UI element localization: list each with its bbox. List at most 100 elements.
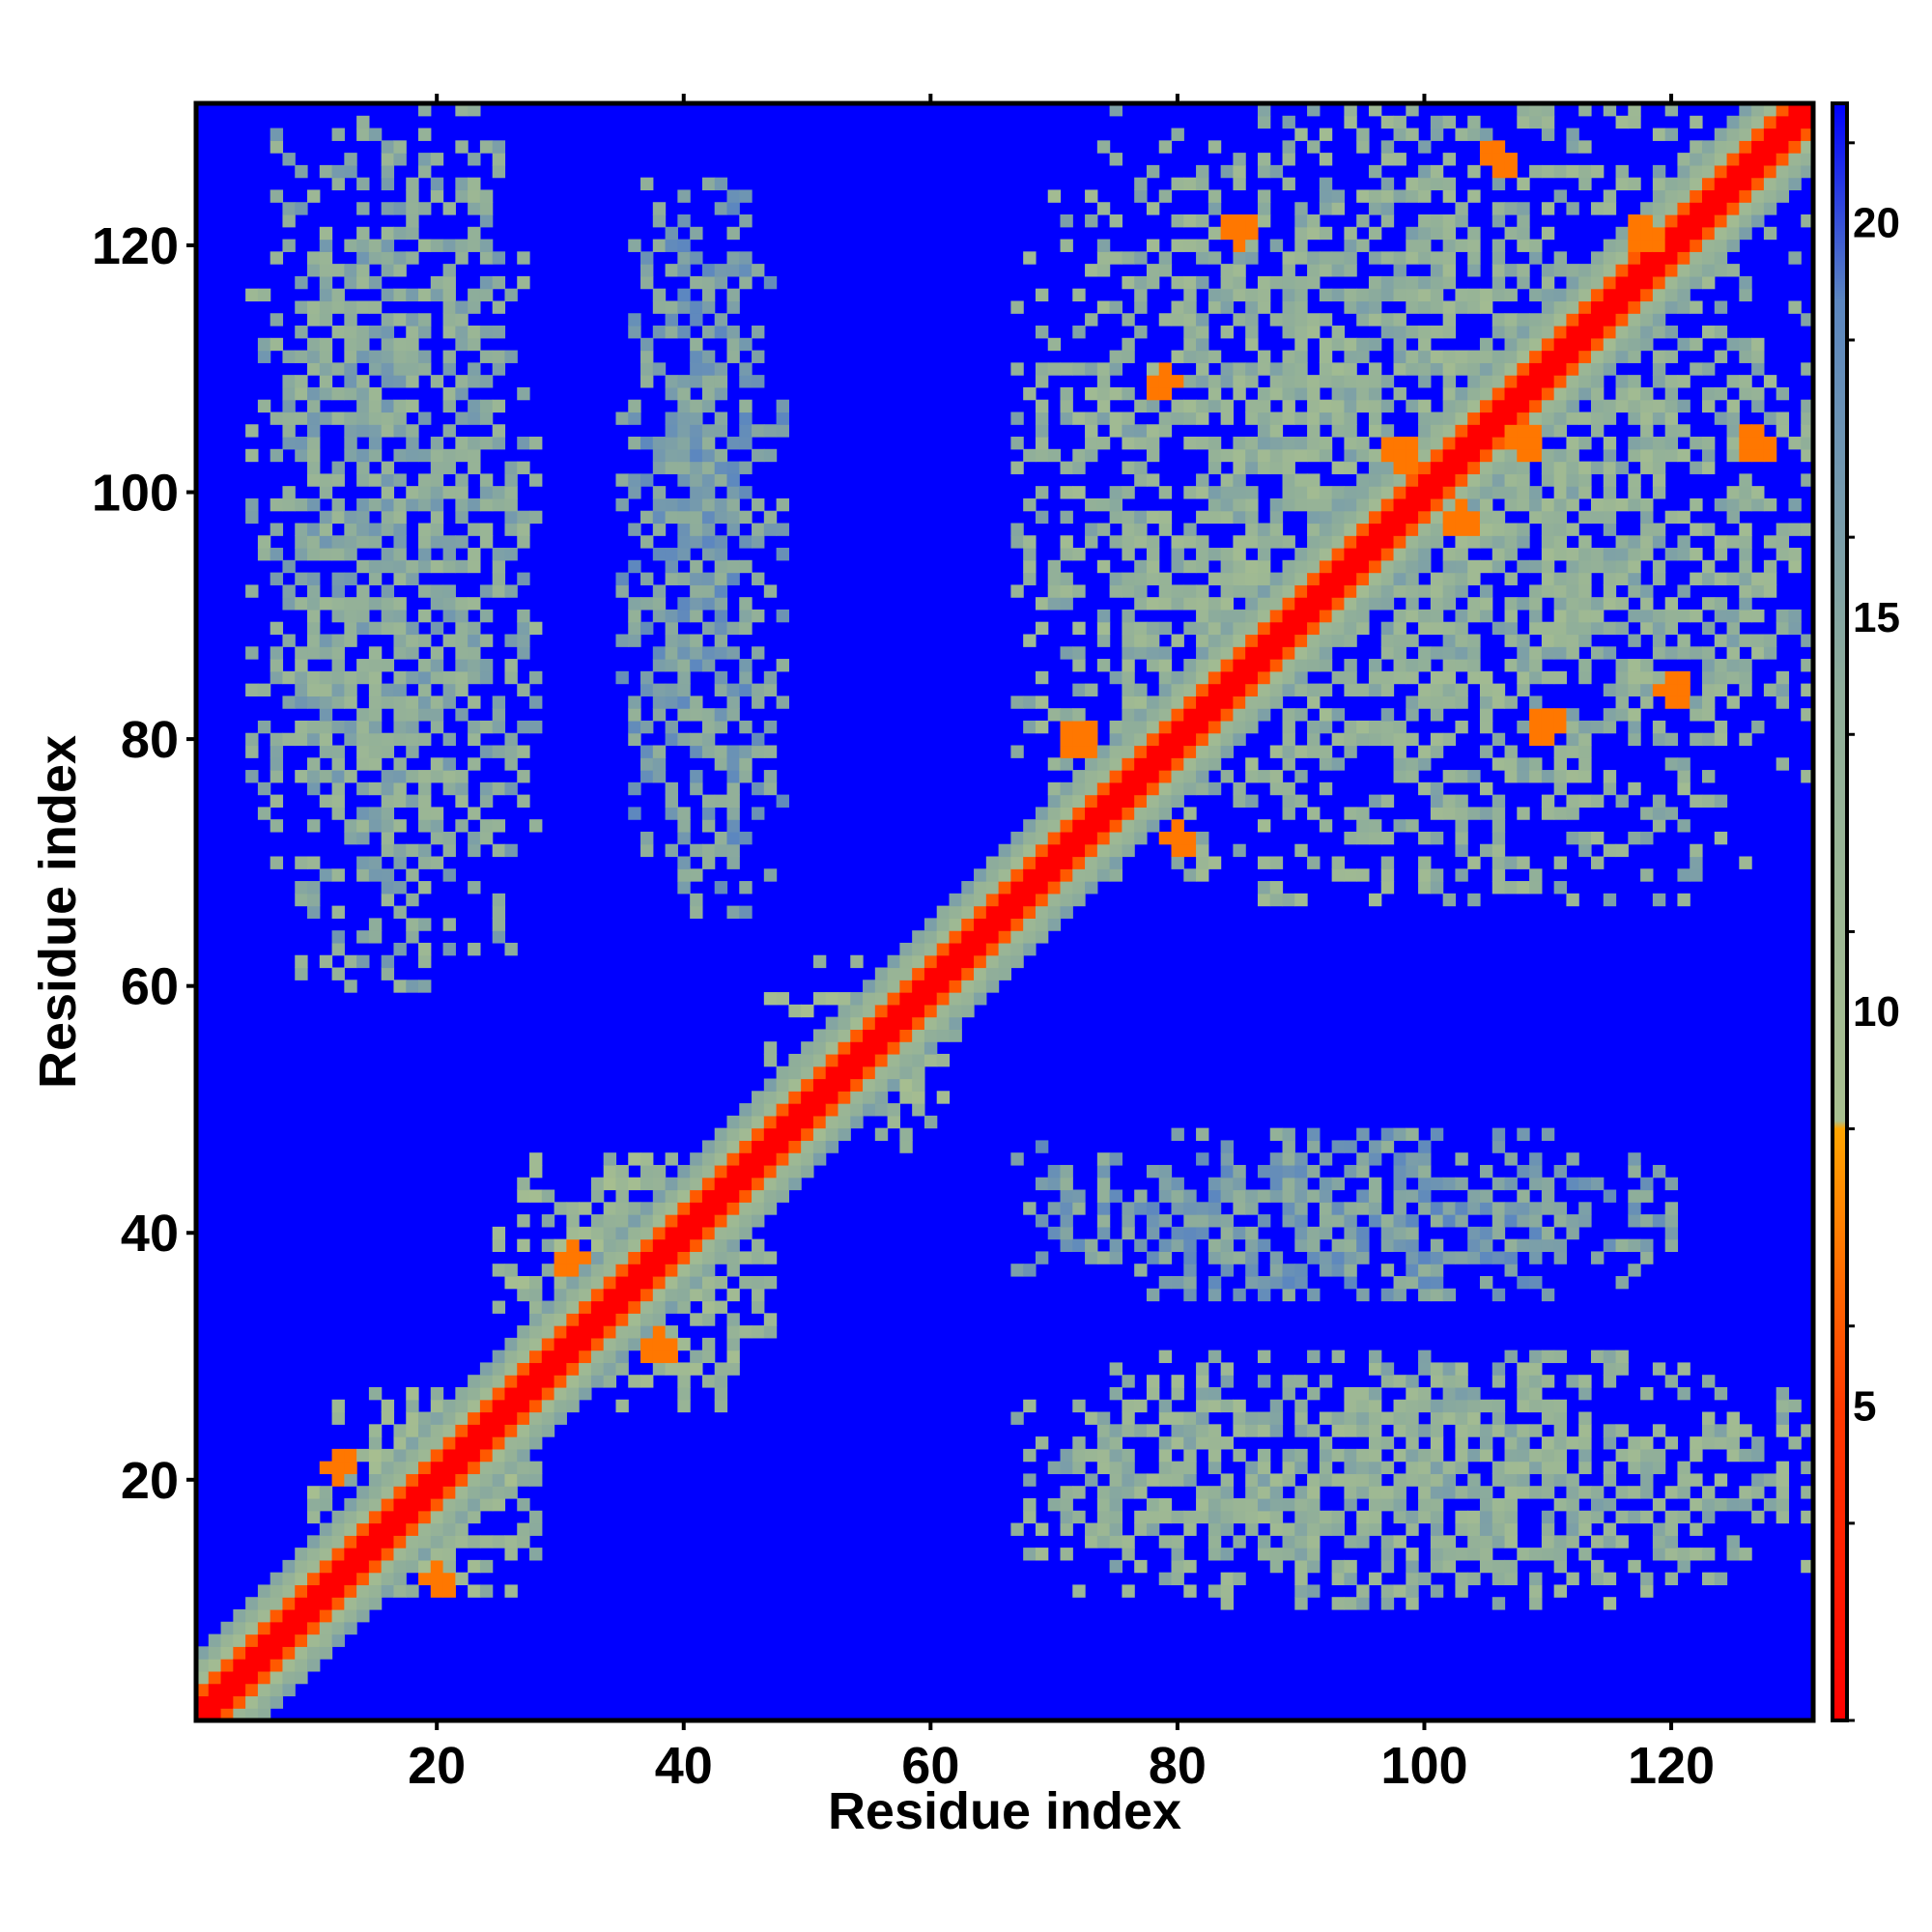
heatmap-cell bbox=[1467, 1473, 1481, 1487]
heatmap-cell bbox=[1023, 843, 1037, 858]
heatmap-cell bbox=[1220, 1522, 1235, 1536]
heatmap-cell bbox=[714, 1189, 728, 1203]
heatmap-cell bbox=[492, 708, 506, 722]
heatmap-cell bbox=[640, 831, 654, 845]
heatmap-cell bbox=[1158, 140, 1173, 154]
heatmap-cell bbox=[1146, 386, 1160, 401]
heatmap-cell bbox=[1628, 313, 1641, 327]
heatmap-cell bbox=[1406, 634, 1419, 647]
heatmap-cell bbox=[665, 1189, 678, 1203]
heatmap-cell bbox=[1504, 609, 1518, 623]
heatmap-cell bbox=[1615, 264, 1629, 277]
heatmap-cell bbox=[1368, 288, 1382, 302]
heatmap-cell bbox=[270, 1659, 284, 1672]
heatmap-cell bbox=[1220, 1264, 1235, 1277]
heatmap-cell bbox=[1529, 1177, 1543, 1191]
heatmap-cell bbox=[295, 1659, 308, 1672]
heatmap-cell bbox=[1690, 226, 1703, 241]
heatmap-cell bbox=[1047, 757, 1062, 771]
heatmap-cell bbox=[1603, 473, 1617, 487]
heatmap-cell bbox=[1504, 1473, 1518, 1487]
heatmap-cell bbox=[1269, 770, 1284, 783]
heatmap-cell bbox=[393, 708, 407, 722]
heatmap-cell bbox=[714, 535, 728, 549]
heatmap-cell bbox=[1047, 856, 1062, 869]
heatmap-cell bbox=[1294, 251, 1308, 265]
heatmap-cell bbox=[1183, 313, 1197, 327]
heatmap-cell bbox=[1294, 1584, 1308, 1598]
heatmap-cell bbox=[677, 412, 691, 425]
heatmap-cell bbox=[801, 1152, 814, 1166]
heatmap-cell bbox=[726, 1251, 740, 1264]
heatmap-cell bbox=[665, 1251, 678, 1264]
heatmap-cell bbox=[1566, 275, 1579, 290]
heatmap-cell bbox=[701, 461, 716, 474]
heatmap-cell bbox=[1541, 1189, 1555, 1203]
heatmap-cell bbox=[1479, 486, 1493, 499]
heatmap-cell bbox=[1307, 1350, 1321, 1364]
heatmap-cell bbox=[1541, 288, 1555, 302]
heatmap-cell bbox=[468, 437, 481, 450]
heatmap-cell bbox=[381, 313, 395, 327]
heatmap-cell bbox=[1652, 559, 1666, 574]
heatmap-cell bbox=[690, 226, 703, 241]
heatmap-cell bbox=[1183, 621, 1197, 636]
heatmap-cell bbox=[1541, 473, 1555, 487]
heatmap-cell bbox=[406, 1399, 419, 1413]
heatmap-cell bbox=[1517, 337, 1530, 352]
heatmap-cell bbox=[739, 275, 753, 290]
heatmap-cell bbox=[579, 1288, 592, 1302]
heatmap-cell bbox=[763, 1078, 778, 1092]
heatmap-cell bbox=[344, 548, 357, 561]
heatmap-cell bbox=[1553, 386, 1568, 401]
heatmap-cell bbox=[1664, 399, 1679, 413]
heatmap-cell bbox=[529, 1337, 543, 1351]
heatmap-cell bbox=[381, 954, 395, 969]
heatmap-cell bbox=[776, 1164, 789, 1179]
heatmap-cell bbox=[430, 646, 444, 660]
heatmap-cell bbox=[1035, 412, 1049, 425]
heatmap-cell bbox=[1418, 1164, 1432, 1179]
heatmap-cell bbox=[1331, 548, 1346, 561]
heatmap-cell bbox=[1492, 548, 1506, 561]
heatmap-cell bbox=[1245, 572, 1259, 585]
heatmap-cell bbox=[1122, 634, 1135, 647]
heatmap-cell bbox=[344, 239, 357, 252]
heatmap-cell bbox=[566, 1288, 580, 1302]
heatmap-cell bbox=[492, 720, 506, 734]
heatmap-cell bbox=[1096, 1486, 1111, 1499]
heatmap-cell bbox=[726, 1362, 740, 1376]
heatmap-cell bbox=[677, 497, 691, 512]
heatmap-cell bbox=[1393, 115, 1406, 129]
heatmap-cell bbox=[418, 412, 432, 425]
heatmap-cell bbox=[1590, 497, 1605, 512]
heatmap-cell bbox=[1196, 473, 1209, 487]
heatmap-cell bbox=[257, 1683, 271, 1697]
heatmap-cell bbox=[257, 683, 271, 696]
heatmap-cell bbox=[1380, 497, 1395, 512]
heatmap-cell bbox=[677, 461, 691, 474]
heatmap-cell bbox=[1652, 399, 1666, 413]
heatmap-cell bbox=[1122, 831, 1135, 845]
heatmap-cell bbox=[1628, 300, 1641, 314]
heatmap-cell bbox=[838, 1078, 851, 1092]
heatmap-cell bbox=[418, 1548, 432, 1561]
heatmap-cell bbox=[1442, 1214, 1457, 1228]
heatmap-cell bbox=[1455, 1548, 1468, 1561]
heatmap-cell bbox=[1307, 1486, 1321, 1499]
heatmap-cell bbox=[1664, 548, 1679, 561]
heatmap-cell bbox=[356, 708, 370, 722]
heatmap-cell bbox=[356, 264, 370, 277]
heatmap-cell bbox=[245, 584, 259, 598]
heatmap-cell bbox=[517, 572, 530, 585]
heatmap-cell bbox=[1196, 1127, 1209, 1142]
heatmap-cell bbox=[1085, 770, 1098, 783]
heatmap-cell bbox=[1171, 128, 1184, 141]
heatmap-cell bbox=[319, 683, 333, 696]
heatmap-cell bbox=[1245, 226, 1259, 241]
heatmap-cell bbox=[1529, 1238, 1543, 1253]
heatmap-cell bbox=[628, 1375, 641, 1388]
heatmap-cell bbox=[1208, 1535, 1222, 1548]
heatmap-cell bbox=[1344, 621, 1357, 636]
heatmap-cell bbox=[677, 646, 691, 660]
